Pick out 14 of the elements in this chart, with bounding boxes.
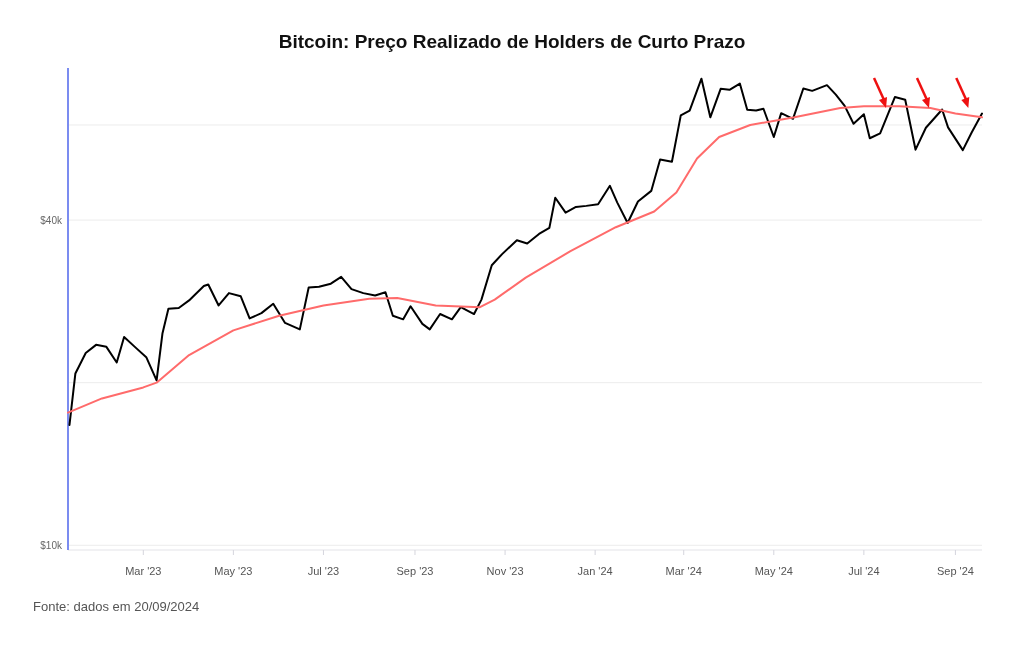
source-note: Fonte: dados em 20/09/2024 (33, 599, 200, 614)
x-tick-label: May '24 (754, 565, 793, 577)
x-tick-label: Nov '23 (486, 565, 524, 577)
x-tick-label: Sep '23 (396, 565, 434, 577)
x-tick-label: Jul '24 (848, 565, 880, 577)
x-tick-label: Sep '24 (936, 565, 974, 577)
x-tick-label: May '23 (214, 565, 253, 577)
y-tick-label: $40k (40, 215, 63, 227)
chart-title: Bitcoin: Preço Realizado de Holders de Curto Prazo (278, 31, 746, 52)
x-tick-label: Mar '23 (125, 565, 162, 577)
x-tick-label: Mar '24 (665, 565, 702, 577)
y-tick-label: $10k (40, 540, 63, 552)
x-tick-label: Jan '24 (577, 565, 613, 577)
x-tick-label: Jul '23 (307, 565, 340, 577)
